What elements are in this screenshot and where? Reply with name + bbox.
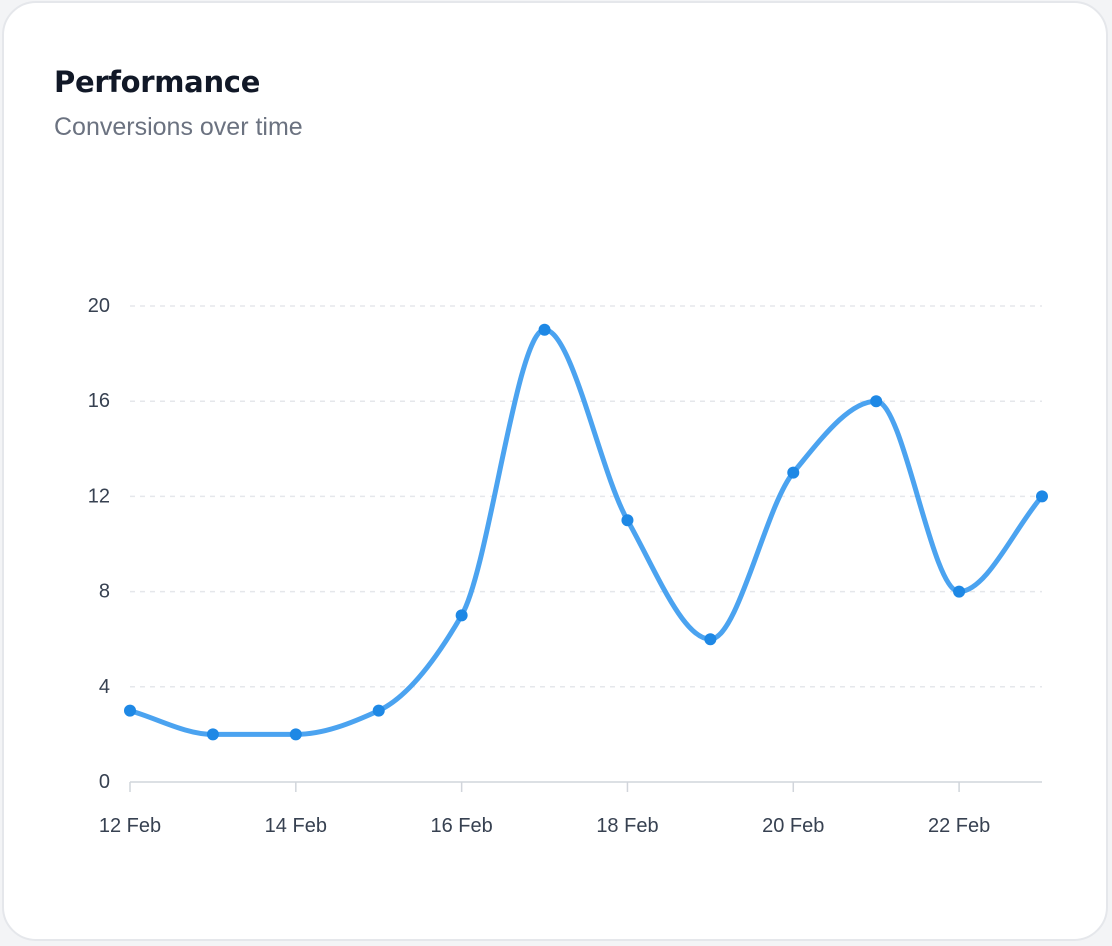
y-tick-label-12: 12 — [88, 485, 110, 507]
x-tick-label-16-feb: 16 Feb — [431, 815, 493, 837]
x-tick-label-20-feb: 20 Feb — [762, 815, 824, 837]
y-tick-label-0: 0 — [99, 771, 110, 793]
data-point-15-feb — [372, 704, 385, 717]
x-axis — [129, 781, 1042, 792]
y-tick-label-4: 4 — [99, 676, 110, 698]
data-point-12-feb — [124, 704, 136, 717]
data-point-19-feb — [704, 633, 717, 646]
y-axis-labels: 0 4 8 12 16 20 — [88, 295, 110, 793]
series-line-conversions — [127, 327, 1045, 737]
data-point-17-feb — [538, 323, 551, 336]
data-point-20-feb — [787, 466, 800, 479]
x-tick-label-14-feb: 14 Feb — [265, 815, 327, 837]
data-point-18-feb — [621, 514, 634, 527]
card-title: Performance — [54, 65, 261, 99]
data-point-23-feb — [1036, 490, 1048, 503]
data-point-14-feb — [289, 728, 302, 741]
y-tick-label-20: 20 — [88, 295, 110, 317]
x-tick-label-22-feb: 22 Feb — [928, 815, 990, 837]
data-point-22-feb — [953, 585, 966, 598]
data-point-21-feb — [870, 395, 883, 408]
y-tick-label-8: 8 — [99, 581, 110, 603]
data-point-16-feb — [455, 609, 468, 622]
card-subtitle: Conversions over time — [54, 113, 303, 141]
x-tick-label-18-feb: 18 Feb — [596, 815, 658, 837]
data-point-13-feb — [206, 728, 219, 741]
x-axis-labels: 12 Feb 14 Feb 16 Feb 18 Feb 20 Feb 22 Feb — [99, 815, 990, 837]
y-tick-label-16: 16 — [88, 390, 110, 412]
x-tick-label-12-feb: 12 Feb — [99, 815, 161, 837]
grid-lines — [130, 305, 1042, 688]
series-conversions — [124, 323, 1048, 741]
